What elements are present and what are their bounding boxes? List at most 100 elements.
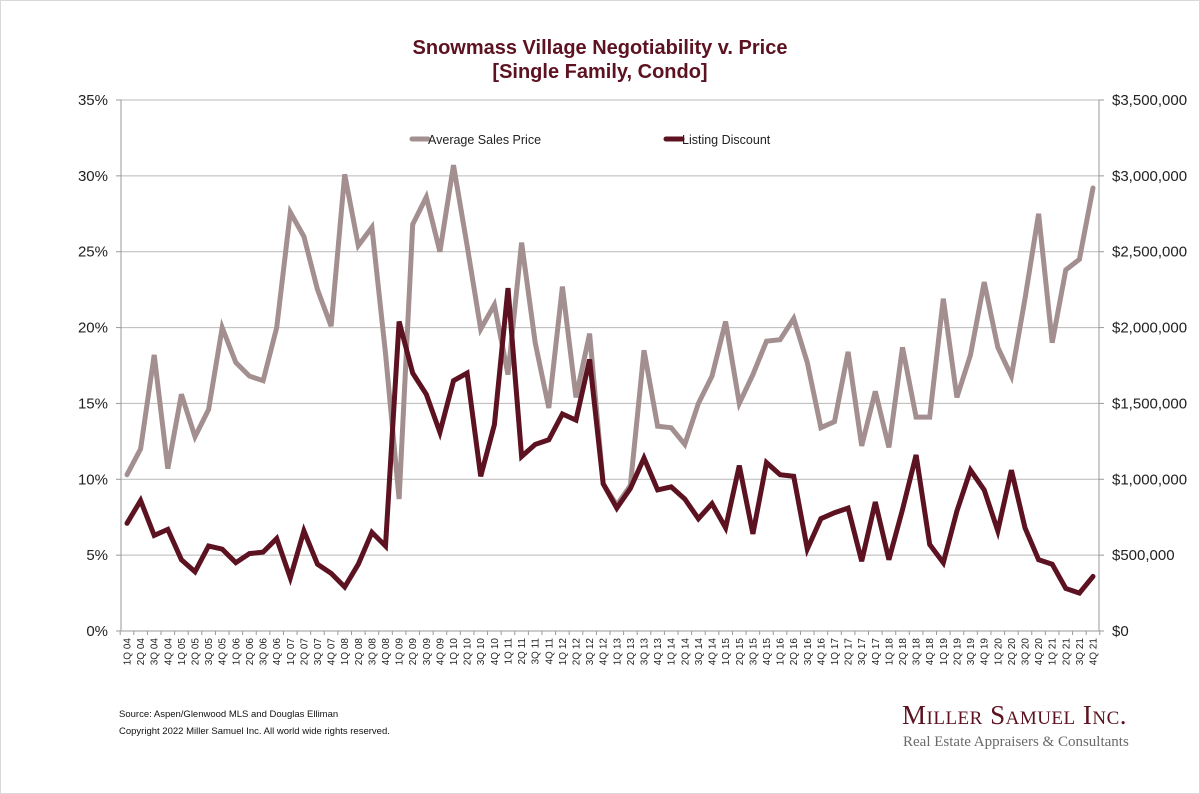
x-tick-label: 3Q 04 (150, 638, 161, 666)
y-right-tick-label: $2,500,000 (1112, 244, 1187, 261)
y-left-tick-label: 10% (78, 471, 108, 488)
x-tick-label: 4Q 16 (816, 638, 827, 666)
x-tick-label: 4Q 20 (1034, 638, 1045, 666)
y-left-tick-label: 35% (78, 92, 108, 109)
x-tick-label: 1Q 17 (830, 638, 841, 666)
legend-label-listing-discount: Listing Discount (682, 133, 771, 147)
series-line-average-sales-price (124, 164, 1096, 510)
legend-label-average-sales-price: Average Sales Price (428, 133, 541, 147)
x-tick-label: 3Q 17 (857, 638, 868, 666)
x-tick-label: 1Q 13 (612, 638, 623, 666)
y-right-tick-label: $0 (1112, 623, 1129, 640)
x-tick-label: 3Q 16 (803, 638, 814, 666)
x-tick-label: 2Q 06 (245, 638, 256, 666)
x-tick-label: 1Q 06 (231, 638, 242, 666)
company-logo-tagline: Real Estate Appraisers & Consultants (903, 734, 1129, 750)
x-tick-label: 2Q 07 (299, 638, 310, 666)
x-tick-label: 4Q 11 (544, 638, 555, 665)
source-note: Source: Aspen/Glenwood MLS and Douglas E… (119, 709, 339, 720)
x-tick-label: 2Q 04 (136, 638, 147, 666)
y-left-tick-label: 15% (78, 395, 108, 412)
y-right-tick-label: $2,000,000 (1112, 320, 1187, 337)
x-tick-label: 3Q 06 (259, 638, 270, 666)
x-tick-label: 1Q 04 (123, 638, 134, 666)
x-tick-label: 4Q 18 (925, 638, 936, 666)
x-tick-label: 4Q 06 (272, 638, 283, 666)
x-tick-label: 4Q 17 (871, 638, 882, 666)
y-right-tick-label: $1,500,000 (1112, 395, 1187, 412)
x-tick-label: 3Q 09 (422, 638, 433, 666)
x-tick-label: 2Q 16 (789, 638, 800, 666)
x-tick-label: 2Q 11 (517, 638, 528, 665)
x-tick-label: 3Q 19 (966, 638, 977, 666)
company-logo-name: Miller Samuel Inc. (902, 700, 1128, 730)
x-tick-label: 3Q 11 (531, 638, 542, 665)
x-tick-label: 2Q 08 (354, 638, 365, 666)
x-tick-label: 4Q 13 (653, 638, 664, 666)
x-tick-label: 3Q 07 (313, 638, 324, 666)
x-tick-label: 4Q 19 (980, 638, 991, 666)
x-tick-label: 2Q 17 (844, 638, 855, 666)
y-left-tick-label: 20% (78, 320, 108, 337)
x-axis-ticks: 1Q 04 2Q 04 3Q 04 4Q 04 1Q 05 2Q 05 3Q 05 4Q 05… (119, 631, 1101, 666)
x-tick-label: 1Q 07 (286, 638, 297, 666)
x-tick-label: 3Q 08 (367, 638, 378, 666)
x-tick-label: 4Q 08 (381, 638, 392, 666)
chart-subtitle: [Single Family, Condo] (492, 61, 708, 83)
y-left-tick-label: 25% (78, 244, 108, 261)
x-tick-label: 2Q 13 (626, 638, 637, 666)
x-tick-label: 3Q 10 (476, 638, 487, 666)
y-axis-right-ticks: $0 $500,000 $1,000,000 $1,500,000 $2,000,000… (1099, 92, 1187, 640)
x-tick-label: 1Q 18 (884, 638, 895, 666)
copyright-note: Copyright 2022 Miller Samuel Inc. All wo… (119, 726, 390, 737)
x-tick-label: 1Q 09 (395, 638, 406, 666)
x-tick-label: 3Q 18 (912, 638, 923, 666)
y-axis-left-ticks: 0% 5% 10% 15% 20% 25% 30% 35% (78, 92, 121, 640)
x-tick-label: 3Q 21 (1075, 638, 1086, 666)
y-left-tick-label: 30% (78, 168, 108, 185)
chart-title: Snowmass Village Negotiability v. Price (412, 37, 788, 59)
x-tick-label: 3Q 05 (204, 638, 215, 666)
x-tick-label: 4Q 05 (218, 638, 229, 666)
x-tick-label: 2Q 14 (680, 638, 691, 666)
x-tick-label: 4Q 07 (327, 638, 338, 666)
gridlines (121, 99, 1099, 556)
x-tick-label: 1Q 20 (993, 638, 1004, 666)
x-tick-label: 1Q 05 (177, 638, 188, 666)
x-tick-label: 4Q 09 (435, 638, 446, 666)
x-tick-label: 2Q 19 (952, 638, 963, 666)
y-right-tick-label: $3,000,000 (1112, 168, 1187, 185)
x-tick-label: 4Q 15 (762, 638, 773, 666)
x-tick-label: 4Q 12 (599, 638, 610, 666)
legend: Average Sales Price Listing Discount (409, 133, 771, 147)
y-right-tick-label: $1,000,000 (1112, 471, 1187, 488)
x-tick-label: 1Q 19 (939, 638, 950, 666)
x-tick-label: 4Q 21 (1089, 638, 1100, 666)
x-tick-label: 3Q 15 (748, 638, 759, 666)
x-tick-label: 1Q 16 (776, 638, 787, 666)
x-tick-label: 1Q 10 (449, 638, 460, 666)
x-tick-label: 2Q 18 (898, 638, 909, 666)
y-left-tick-label: 0% (86, 623, 108, 640)
x-tick-label: 2Q 21 (1061, 638, 1072, 666)
series-lines (124, 164, 1096, 597)
x-tick-label: 1Q 15 (721, 638, 732, 666)
x-tick-label: 2Q 15 (735, 638, 746, 666)
x-tick-label: 4Q 04 (163, 638, 174, 666)
x-tick-label: 1Q 14 (667, 638, 678, 666)
x-tick-label: 3Q 13 (640, 638, 651, 666)
y-right-tick-label: $500,000 (1112, 547, 1175, 564)
x-tick-label: 2Q 05 (191, 638, 202, 666)
x-tick-label: 1Q 12 (558, 638, 569, 666)
x-tick-label: 1Q 11 (503, 638, 514, 665)
x-tick-label: 2Q 20 (1007, 638, 1018, 666)
x-tick-label: 2Q 09 (408, 638, 419, 666)
x-tick-label: 2Q 12 (571, 638, 582, 666)
x-tick-label: 4Q 14 (708, 638, 719, 666)
x-tick-label: 2Q 10 (463, 638, 474, 666)
x-tick-label: 4Q 10 (490, 638, 501, 666)
y-left-tick-label: 5% (86, 547, 108, 564)
x-tick-label: 1Q 21 (1048, 638, 1059, 666)
x-tick-label: 3Q 12 (585, 638, 596, 666)
